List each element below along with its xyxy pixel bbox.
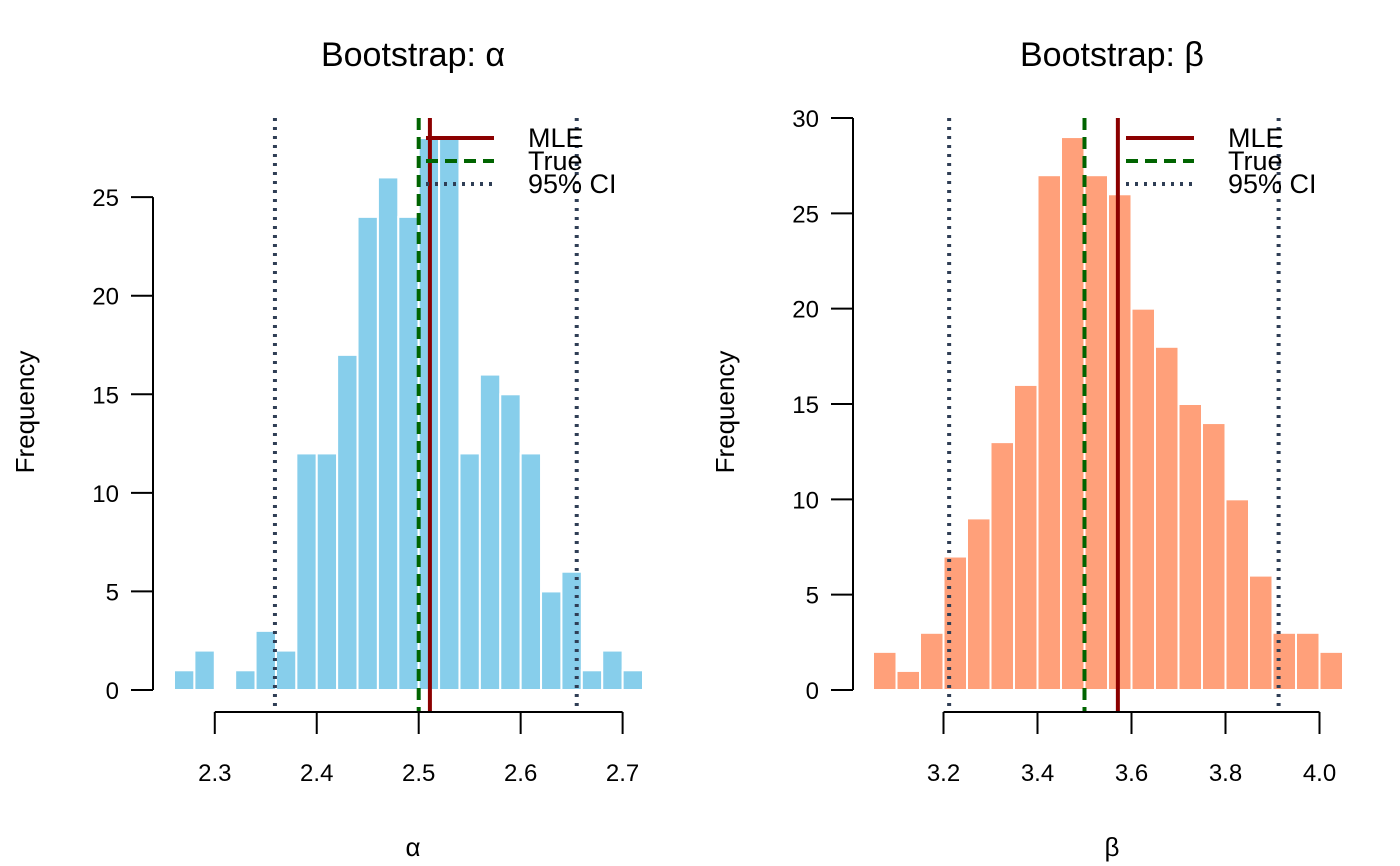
histogram-bar <box>274 649 298 691</box>
y-tick-label: 20 <box>92 284 119 311</box>
y-tick-label: 10 <box>92 481 119 508</box>
legend-label: 95% CI <box>1228 169 1317 199</box>
histogram-bar <box>234 669 257 691</box>
y-axis-label: Frequency <box>10 351 40 474</box>
x-tick-label: 3.2 <box>927 760 960 787</box>
histogram-bar <box>560 570 583 692</box>
legend-label: MLE <box>1228 123 1284 153</box>
x-axis-label: β <box>1105 832 1120 862</box>
histogram-bar <box>1271 631 1297 691</box>
histogram-bar <box>397 215 420 691</box>
histogram-bar <box>1295 631 1321 691</box>
histogram-bar <box>601 649 624 691</box>
chart-title: Bootstrap: α <box>321 36 505 74</box>
histogram-bars <box>173 137 645 692</box>
histogram-bar <box>193 649 216 691</box>
y-axis: 0 5 10 15 20 25 30 <box>792 106 854 705</box>
histogram-bar <box>1130 307 1156 691</box>
histogram-bar <box>356 215 379 691</box>
histogram-bar <box>173 669 196 691</box>
y-axis: 0 5 10 15 20 25 <box>92 185 154 705</box>
y-tick-label: 0 <box>806 678 819 705</box>
histogram-bar <box>1013 383 1039 691</box>
histogram-bar <box>540 590 563 692</box>
x-tick-label: 2.7 <box>606 760 639 787</box>
histogram-bar <box>499 393 522 691</box>
legend-label: MLE <box>528 123 584 153</box>
histogram-bar <box>1201 422 1227 691</box>
chart-title: Bootstrap: β <box>1020 36 1204 74</box>
y-tick-label: 0 <box>106 678 119 705</box>
x-tick-label: 4.0 <box>1303 760 1336 787</box>
histogram-bar <box>1083 174 1109 691</box>
histogram-bar <box>519 452 543 691</box>
histogram-bar <box>1036 174 1062 691</box>
histogram-bar <box>376 176 400 691</box>
x-tick-label: 2.6 <box>504 760 537 787</box>
x-tick-label: 3.8 <box>1209 760 1242 787</box>
histogram-bar <box>254 629 277 691</box>
y-tick-label: 15 <box>92 382 119 409</box>
histogram-bar <box>966 517 992 692</box>
y-tick-label: 25 <box>792 201 819 228</box>
x-axis: 2.3 2.4 2.5 2.6 2.7 <box>198 711 639 787</box>
histogram-bar <box>295 452 318 691</box>
histogram-bar <box>1177 403 1203 691</box>
y-tick-label: 5 <box>806 583 819 610</box>
histogram-bar <box>458 452 481 691</box>
histogram-bars <box>872 136 1344 692</box>
legend-label: 95% CI <box>528 169 617 199</box>
y-tick-label: 5 <box>106 579 119 606</box>
legend-label: True <box>1228 146 1283 176</box>
histogram-bar <box>1224 498 1250 692</box>
x-tick-label: 2.5 <box>402 760 435 787</box>
y-axis-label: Frequency <box>710 351 740 474</box>
y-tick-label: 30 <box>792 106 819 133</box>
x-tick-label: 3.4 <box>1021 760 1054 787</box>
histogram-bar <box>315 452 339 691</box>
histogram-bar <box>989 441 1015 691</box>
y-tick-label: 25 <box>92 185 119 212</box>
histogram-bar <box>1154 345 1180 691</box>
histogram-bar <box>895 669 921 692</box>
histogram-bar <box>478 373 502 691</box>
histogram-bar <box>942 555 968 691</box>
x-tick-label: 2.4 <box>300 760 333 787</box>
histogram-bar <box>1318 650 1344 691</box>
x-axis-label: α <box>405 832 420 862</box>
histogram-bar <box>1248 574 1274 691</box>
legend-label: True <box>528 146 583 176</box>
x-tick-label: 2.3 <box>198 760 231 787</box>
y-tick-label: 10 <box>792 487 819 514</box>
y-tick-label: 15 <box>792 392 819 419</box>
histogram-bar <box>580 669 604 691</box>
x-tick-label: 3.6 <box>1115 760 1148 787</box>
histogram-bar <box>872 650 898 691</box>
histogram-bar <box>1060 136 1086 692</box>
beta-histogram-panel: 0 5 10 15 20 25 30 3.2 3.4 3.6 3.8 4.0 Bootstrap: β β… <box>710 36 1344 862</box>
alpha-histogram-panel: 0 5 10 15 20 25 2.3 2.4 2.5 2.6 2.7 Bootstrap: α α Fr… <box>10 36 645 862</box>
histogram-bar <box>438 137 461 691</box>
x-axis: 3.2 3.4 3.6 3.8 4.0 <box>927 711 1336 787</box>
histogram-bar <box>336 353 359 691</box>
histogram-bar <box>919 631 945 691</box>
y-tick-label: 20 <box>792 297 819 324</box>
histogram-bar <box>621 669 645 691</box>
